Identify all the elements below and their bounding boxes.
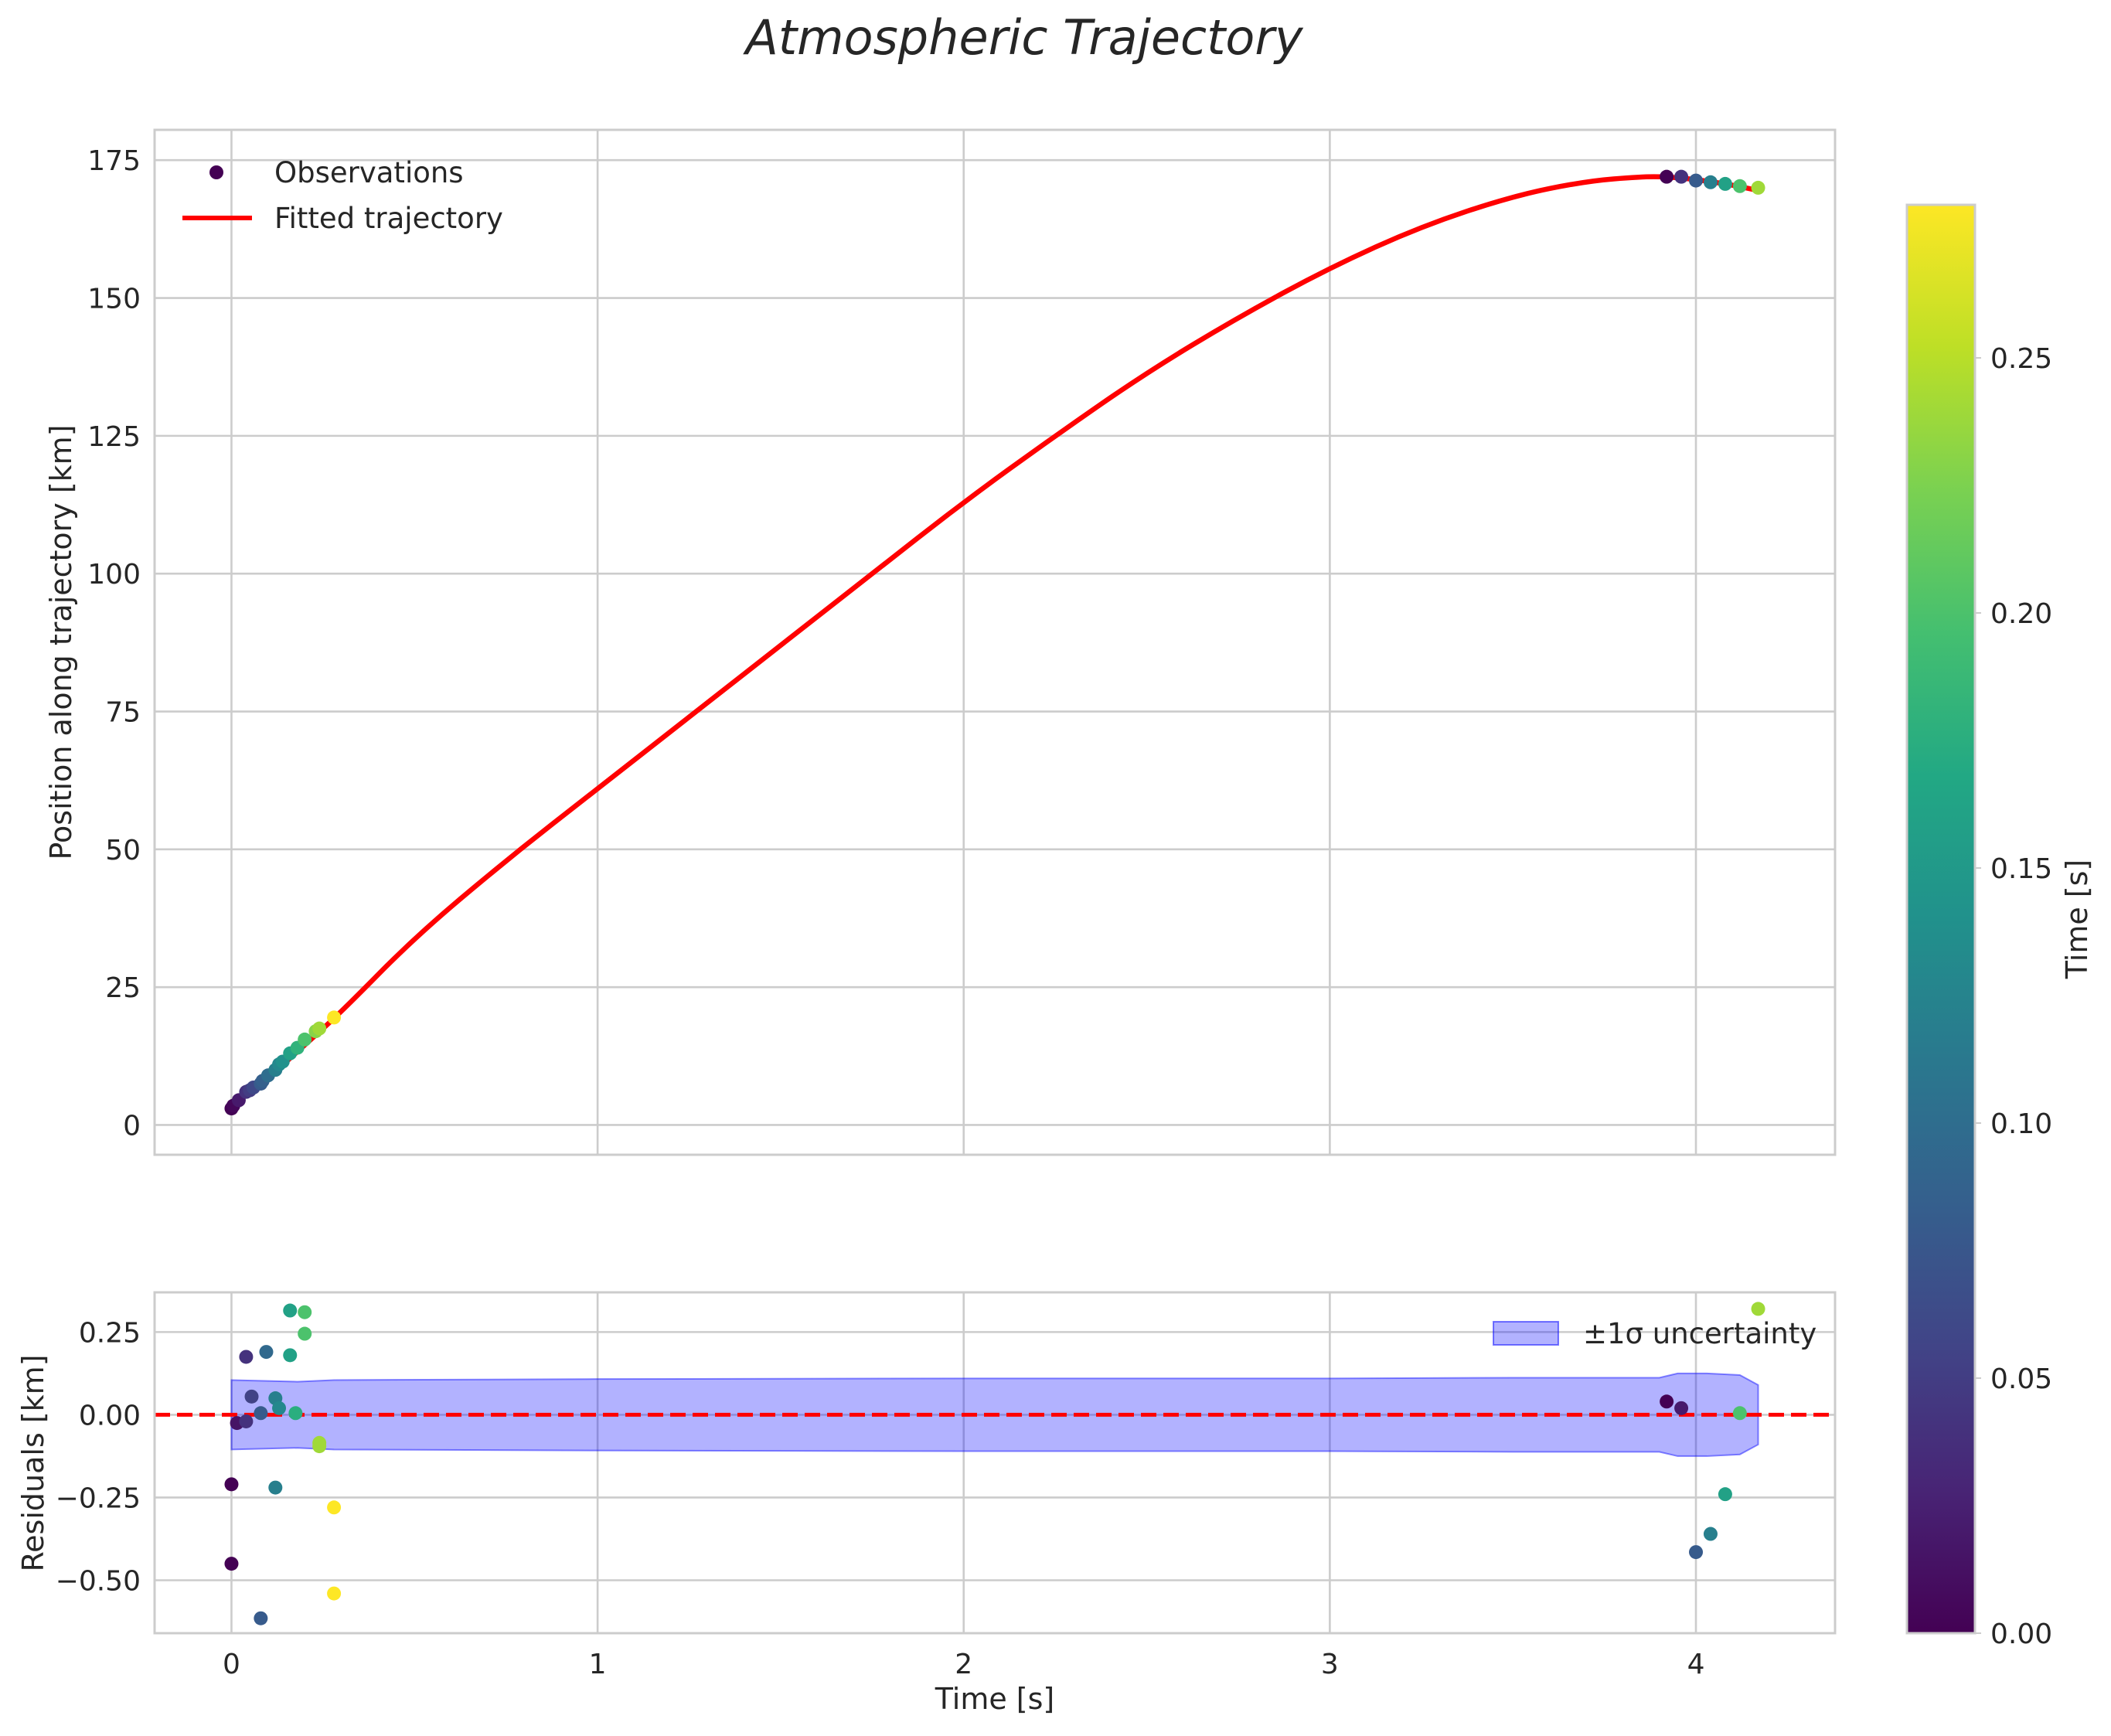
observation-point bbox=[312, 1021, 327, 1036]
residual-point bbox=[298, 1305, 312, 1319]
residual-point bbox=[283, 1303, 298, 1318]
residual-point bbox=[1732, 1406, 1747, 1421]
colorbar-label: Time [s] bbox=[2060, 859, 2094, 980]
legend-uncertainty-label: ±1σ uncertainty bbox=[1583, 1317, 1816, 1350]
trajectory-y-tick-label: 0 bbox=[123, 1110, 141, 1142]
colorbar-tick-label: 0.25 bbox=[1990, 343, 2052, 375]
observation-point bbox=[1732, 179, 1747, 193]
colorbar-tick-label: 0.05 bbox=[1990, 1363, 2052, 1395]
x-tick-label: 2 bbox=[955, 1649, 972, 1680]
residual-point bbox=[1660, 1394, 1674, 1409]
residuals-y-axis-label: Residuals [km] bbox=[16, 1354, 50, 1571]
residual-point bbox=[312, 1439, 327, 1454]
trajectory-y-tick-label: 25 bbox=[105, 972, 141, 1004]
trajectory-y-tick-label: 175 bbox=[87, 145, 141, 177]
residual-point bbox=[1689, 1545, 1704, 1560]
residuals-axes-frame bbox=[153, 1291, 1837, 1635]
residual-point bbox=[239, 1414, 254, 1428]
residuals-series bbox=[155, 1302, 1835, 1625]
residual-point bbox=[1751, 1302, 1765, 1316]
residual-point bbox=[224, 1477, 239, 1492]
residual-point bbox=[254, 1611, 268, 1625]
colorbar-tick-label: 0.10 bbox=[1990, 1108, 2052, 1140]
residuals-panel: 0 1 2 3 4 −0.50 −0.25 0.00 0.25 Residuals [km] T… bbox=[16, 1291, 1837, 1716]
observation-point bbox=[298, 1032, 312, 1047]
trajectory-grid bbox=[155, 130, 1835, 1155]
fitted-trajectory-line bbox=[230, 174, 1759, 1108]
residual-point bbox=[259, 1345, 274, 1360]
residual-point bbox=[1674, 1401, 1689, 1415]
observation-point bbox=[1674, 169, 1689, 184]
residual-point bbox=[272, 1401, 287, 1415]
legend-observations-label: Observations bbox=[274, 156, 464, 189]
residual-point bbox=[1718, 1487, 1732, 1502]
legend-fitted-label: Fitted trajectory bbox=[274, 202, 503, 235]
residual-point bbox=[254, 1406, 268, 1421]
colorbar-gradient bbox=[1907, 205, 1975, 1633]
trajectory-series bbox=[224, 169, 1765, 1116]
legend-uncertainty-swatch bbox=[1493, 1321, 1559, 1346]
residual-point bbox=[244, 1389, 259, 1404]
trajectory-y-tick-label: 100 bbox=[87, 559, 141, 591]
trajectory-y-tick-label: 125 bbox=[87, 421, 141, 453]
colorbar-tick-label: 0.00 bbox=[1990, 1619, 2052, 1650]
colorbar-tick-label: 0.20 bbox=[1990, 598, 2052, 630]
residual-point bbox=[1703, 1527, 1718, 1541]
observation-point bbox=[1703, 175, 1718, 189]
trajectory-y-tick-label: 75 bbox=[105, 697, 141, 729]
chart-title: Atmospheric Trajectory bbox=[742, 9, 1303, 66]
residual-point bbox=[288, 1406, 303, 1421]
residual-point bbox=[327, 1500, 342, 1515]
residual-point bbox=[298, 1326, 312, 1341]
residuals-legend[interactable]: ±1σ uncertainty bbox=[1493, 1317, 1816, 1350]
residual-point bbox=[283, 1348, 298, 1363]
trajectory-panel: 0 25 50 75 100 125 150 175 Position along traje… bbox=[44, 128, 1837, 1156]
x-tick-label: 3 bbox=[1321, 1649, 1339, 1680]
x-tick-label: 4 bbox=[1687, 1649, 1705, 1680]
residuals-y-tick-label: 0.25 bbox=[79, 1317, 141, 1349]
residuals-tick-labels: 0 1 2 3 4 −0.50 −0.25 0.00 0.25 bbox=[56, 1317, 1705, 1680]
residual-point bbox=[224, 1557, 239, 1571]
trajectory-y-tick-label: 50 bbox=[105, 835, 141, 866]
x-tick-label: 0 bbox=[223, 1649, 240, 1680]
x-axis-label: Time [s] bbox=[935, 1682, 1055, 1716]
observation-point bbox=[1718, 176, 1732, 191]
colorbar: 0.00 0.05 0.10 0.15 0.20 0.25 Time [s] bbox=[1905, 203, 2094, 1650]
colorbar-tick-label: 0.15 bbox=[1990, 853, 2052, 885]
observation-point bbox=[1689, 173, 1704, 188]
residual-point bbox=[239, 1350, 254, 1364]
trajectory-y-tick-label: 150 bbox=[87, 284, 141, 315]
trajectory-tick-labels: 0 25 50 75 100 125 150 175 bbox=[87, 145, 141, 1142]
observation-point bbox=[1751, 180, 1765, 195]
x-tick-label: 1 bbox=[589, 1649, 607, 1680]
trajectory-legend[interactable]: Observations Fitted trajectory bbox=[182, 156, 503, 235]
residuals-y-tick-label: −0.25 bbox=[56, 1482, 141, 1514]
residuals-y-tick-label: −0.50 bbox=[56, 1565, 141, 1597]
residual-point bbox=[268, 1480, 283, 1495]
legend-observations-marker bbox=[209, 165, 223, 179]
residuals-y-tick-label: 0.00 bbox=[79, 1400, 141, 1431]
trajectory-y-axis-label: Position along trajectory [km] bbox=[44, 424, 78, 859]
observation-point bbox=[327, 1010, 342, 1025]
residual-point bbox=[327, 1586, 342, 1601]
trajectory-axes-frame bbox=[153, 128, 1837, 1156]
observation-point bbox=[1660, 169, 1674, 184]
colorbar-tick-labels: 0.00 0.05 0.10 0.15 0.20 0.25 bbox=[1975, 343, 2052, 1650]
colorbar-frame bbox=[1905, 203, 1977, 1635]
